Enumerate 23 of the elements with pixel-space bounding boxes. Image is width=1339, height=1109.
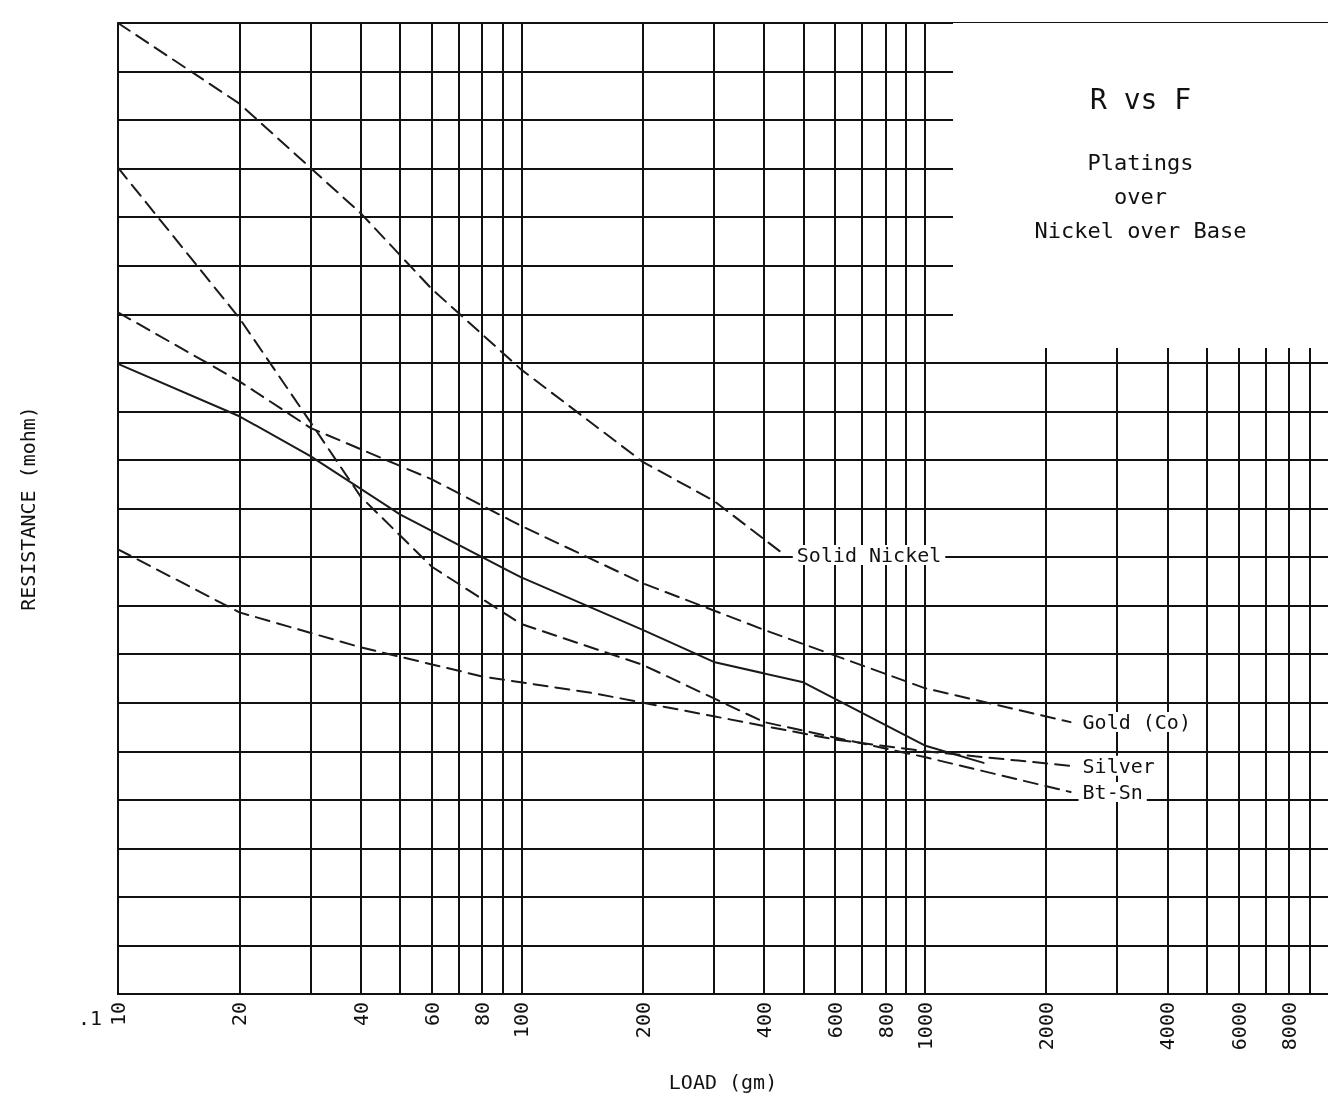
x-tick-label: 80 xyxy=(470,1002,495,1027)
x-tick-label: 8000 xyxy=(1276,1002,1301,1051)
series-label: Bt-Sn xyxy=(1082,780,1143,805)
x-tick-label: 100 xyxy=(509,1002,534,1039)
x-tick-label: 60 xyxy=(419,1002,444,1027)
title-panel: R vs F Platings over Nickel over Base xyxy=(953,23,1328,348)
x-tick-label: 600 xyxy=(823,1002,848,1039)
series-label: Silver xyxy=(1082,753,1155,778)
x-tick-label: 6000 xyxy=(1226,1002,1251,1051)
y-axis-title: RESISTANCE (mohm) xyxy=(16,406,40,611)
text: .1 xyxy=(78,1006,103,1030)
x-tick-label: 4000 xyxy=(1155,1002,1180,1051)
x-tick-label: 1000 xyxy=(912,1002,937,1051)
x-tick-label: 20 xyxy=(227,1002,252,1027)
x-tick-label: 2000 xyxy=(1034,1002,1059,1051)
x-tick-label: 200 xyxy=(630,1002,655,1039)
x-tick-label: 800 xyxy=(873,1002,898,1039)
series-label: Gold (Co) xyxy=(1082,710,1191,735)
series-label: Solid Nickel xyxy=(796,543,942,568)
x-tick-label: 400 xyxy=(752,1002,777,1039)
x-axis-title: LOAD (gm) xyxy=(668,1070,778,1094)
x-tick-label: 10 xyxy=(106,1002,130,1027)
x-tick-label: 40 xyxy=(348,1002,373,1027)
